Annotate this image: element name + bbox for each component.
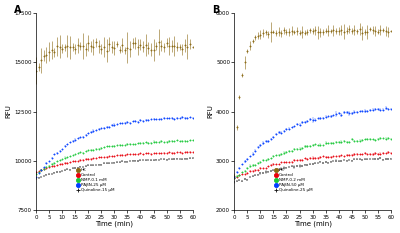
- X-axis label: Time (min): Time (min): [294, 221, 332, 227]
- Legend: HK, Control, NMP-0.2 mM, PAβN-50 μM, Quinoline-25 μM: HK, Control, NMP-0.2 mM, PAβN-50 μM, Qui…: [274, 167, 314, 194]
- Text: A: A: [14, 5, 22, 15]
- Y-axis label: RFU: RFU: [207, 105, 213, 119]
- Legend: HK, Control, NMP-0.1 mM, PAβN-25 μM, Quinoline-15 μM: HK, Control, NMP-0.1 mM, PAβN-25 μM, Qui…: [75, 167, 116, 194]
- Text: B: B: [212, 5, 220, 15]
- Y-axis label: RFU: RFU: [6, 105, 12, 119]
- X-axis label: Time (min): Time (min): [95, 221, 133, 227]
